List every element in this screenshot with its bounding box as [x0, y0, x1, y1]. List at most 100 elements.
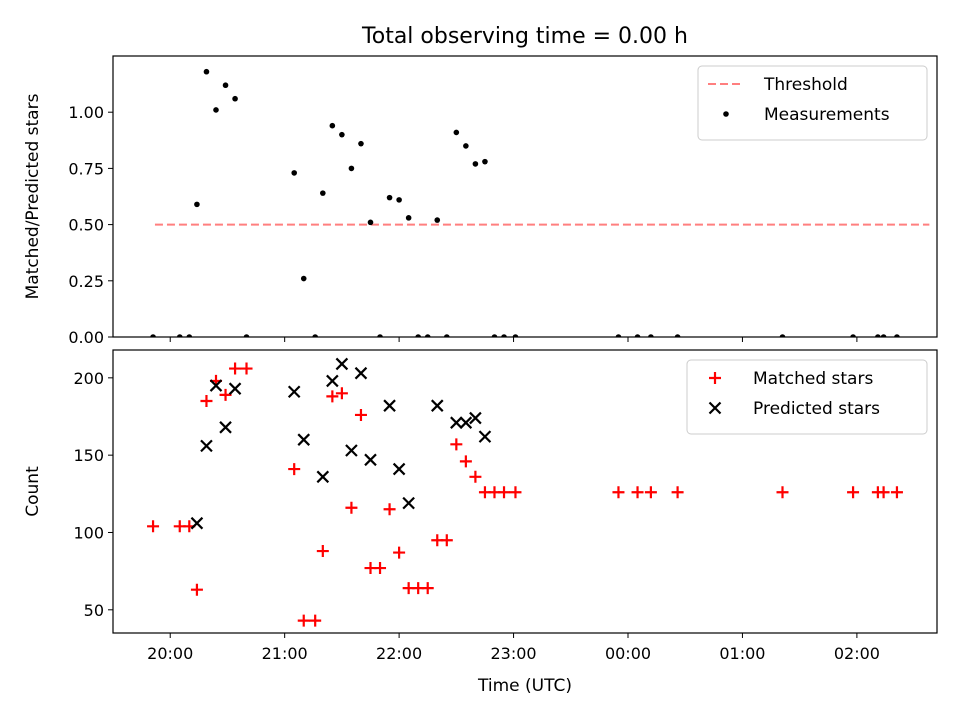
data-point [392, 462, 406, 476]
data-point [415, 334, 421, 337]
data-point [459, 455, 472, 468]
data-point [335, 357, 349, 371]
plot-frame [112, 55, 938, 338]
data-point [186, 334, 193, 337]
data-point [213, 107, 219, 113]
legend-box [686, 359, 928, 435]
chart-title: Total observing time = 0.00 h [361, 24, 688, 49]
data-point [491, 334, 498, 337]
data-point [354, 366, 368, 380]
x-tick-label: 21:00 [262, 644, 308, 663]
y-tick-label: 150 [73, 446, 104, 465]
data-point [219, 388, 232, 401]
data-point [612, 486, 625, 499]
data-point [396, 197, 402, 203]
y-tick-label: 50 [84, 601, 104, 620]
y-tick-label: 0.00 [68, 328, 104, 347]
data-point [320, 190, 326, 196]
data-point [367, 219, 374, 226]
data-point [229, 362, 242, 375]
legend-label: Threshold [763, 75, 848, 95]
data-point [509, 486, 522, 499]
data-point [377, 334, 383, 337]
data-point [469, 470, 482, 483]
data-point [450, 438, 463, 451]
data-point [326, 390, 339, 403]
data-point [631, 486, 644, 499]
data-point [243, 334, 250, 337]
data-point [312, 334, 318, 337]
data-point [459, 416, 473, 429]
data-point [335, 387, 348, 400]
data-point [440, 534, 453, 547]
data-point [402, 496, 415, 510]
data-point [222, 82, 229, 89]
data-point [209, 379, 223, 392]
data-point [297, 614, 310, 627]
data-point [232, 95, 238, 102]
data-point [339, 131, 345, 138]
data-point [348, 165, 355, 172]
data-point [200, 439, 213, 453]
legend-swatch [709, 372, 721, 384]
data-point [472, 161, 479, 167]
data-point [386, 194, 393, 201]
x-tick-label: 23:00 [491, 644, 537, 663]
data-point [482, 158, 488, 165]
data-point [345, 444, 358, 457]
x-tick-label: 01:00 [719, 644, 765, 663]
data-point [890, 486, 903, 499]
y-tick-label: 0.25 [68, 272, 104, 291]
y-axis-label: Matched/Predicted stars [23, 93, 43, 299]
legend: Threshold Measurements [697, 65, 928, 141]
data-point [326, 374, 339, 388]
legend-label: Predicted stars [753, 399, 880, 419]
legend-label: Measurements [764, 105, 890, 125]
legend-box [697, 65, 928, 141]
data-point [776, 486, 789, 499]
data-point [354, 408, 367, 421]
data-point [190, 583, 203, 596]
data-point [176, 334, 183, 337]
data-point [850, 334, 856, 337]
data-point [240, 362, 253, 375]
data-point [615, 334, 622, 337]
data-point [200, 395, 213, 408]
data-point [150, 334, 156, 337]
y-axis-label: Count [23, 466, 43, 517]
y-tick-label: 0.75 [68, 159, 104, 178]
data-point [358, 140, 364, 147]
data-point [877, 486, 890, 499]
data-point [434, 217, 441, 223]
data-point [779, 334, 786, 337]
legend-swatch [723, 111, 729, 117]
data-point [421, 582, 434, 595]
data-point [498, 486, 511, 499]
data-point [463, 143, 469, 149]
data-point [190, 516, 204, 530]
data-points [147, 357, 903, 627]
data-point [219, 421, 232, 434]
data-point [345, 501, 358, 514]
data-point [288, 463, 301, 476]
bottom-panel: 50 100 150 200 20:00 21:00 22:00 23:00 00:00 01:0… [23, 349, 938, 696]
data-point [478, 430, 492, 443]
data-point [634, 334, 641, 337]
x-tick-label: 02:00 [834, 644, 880, 663]
data-point [297, 433, 311, 446]
data-point [203, 68, 210, 75]
data-point [430, 399, 444, 412]
legend-label: Matched stars [753, 369, 873, 389]
data-point [894, 334, 900, 337]
data-points [150, 68, 900, 337]
data-point [329, 122, 336, 129]
top-panel: 0.00 0.25 0.50 0.75 1.00 Matched/Predicted st… [23, 55, 938, 347]
data-point [405, 215, 412, 221]
data-point [228, 382, 242, 395]
legend: Matched stars Predicted stars [686, 359, 928, 435]
x-tick-label: 20:00 [147, 644, 193, 663]
data-point [512, 334, 519, 337]
data-point [194, 201, 200, 208]
x-tick-label: 22:00 [376, 644, 422, 663]
